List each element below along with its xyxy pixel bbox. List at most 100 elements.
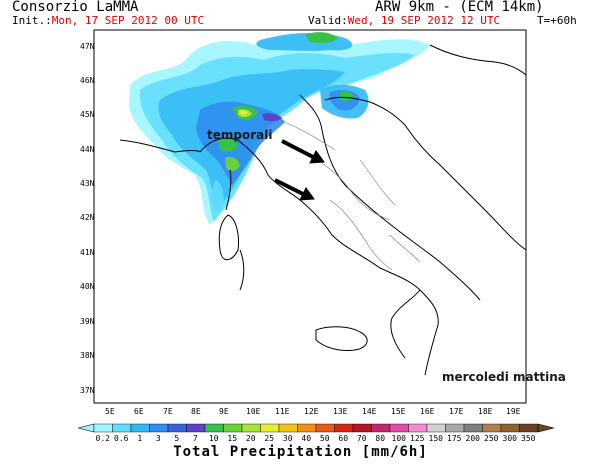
colorbar-label: 7 [193, 434, 198, 443]
colorbar-label: 300 [503, 434, 518, 443]
lon-tick: 15E [391, 407, 406, 416]
coastlines [119, 44, 526, 376]
colorbar-label: 3 [156, 434, 161, 443]
colorbar-right-arrow [537, 423, 555, 433]
lon-tick: 19E [506, 407, 521, 416]
lat-tick: 38N [80, 351, 95, 360]
valid-line: Valid:Wed, 19 SEP 2012 12 UTC [308, 14, 500, 27]
colorbar-swatch [408, 423, 428, 433]
colorbar-label: 175 [447, 434, 462, 443]
colorbar-swatch [112, 423, 132, 433]
colorbar-swatch [93, 423, 113, 433]
lon-tick: 11E [275, 407, 290, 416]
colorbar-label: 250 [484, 434, 499, 443]
valid-value: Wed, 19 SEP 2012 12 UTC [347, 14, 501, 27]
lon-tick: 13E [333, 407, 348, 416]
arrow-lower-head [299, 187, 315, 201]
colorbar-label: 50 [320, 434, 330, 443]
valid-label: Valid: [308, 14, 348, 27]
colorbar-swatch [482, 423, 502, 433]
colorbar-label: 10 [209, 434, 219, 443]
colorbar-label: 70 [357, 434, 367, 443]
colorbar-swatch [260, 423, 280, 433]
init-label: Init.: [12, 14, 52, 27]
colorbar-swatch [297, 423, 317, 433]
lon-tick: 10E [246, 407, 261, 416]
arrow-upper [281, 139, 316, 160]
colorbar-label: 60 [338, 434, 348, 443]
precipitation-field [129, 32, 431, 226]
lon-tick: 8E [191, 407, 201, 416]
lon-tick: 14E [362, 407, 377, 416]
lon-tick: 5E [105, 407, 115, 416]
colorbar-swatch [315, 423, 335, 433]
colorbar: 0.2 0.6 1 3 5 7 10 15 20 25 30 40 50 60 70 80 100 125 150 1… [77, 423, 555, 443]
lon-tick: 6E [134, 407, 144, 416]
lat-tick: 45N [80, 110, 95, 119]
lat-tick: 47N [80, 42, 95, 51]
colorbar-swatch [278, 423, 298, 433]
colorbar-swatch [167, 423, 187, 433]
colorbar-swatch [500, 423, 520, 433]
colorbar-swatch [352, 423, 372, 433]
colorbar-label: 1 [137, 434, 142, 443]
colorbar-swatch [463, 423, 483, 433]
colorbar-swatch [204, 423, 224, 433]
colorbar-label: 15 [227, 434, 237, 443]
lat-tick: 39N [80, 317, 95, 326]
colorbar-swatch [186, 423, 206, 433]
colorbar-label: 5 [174, 434, 179, 443]
colorbar-label: 80 [375, 434, 385, 443]
lon-tick: 12E [304, 407, 319, 416]
colorbar-label: 25 [264, 434, 274, 443]
init-value: Mon, 17 SEP 2012 00 UTC [51, 14, 205, 27]
model-title: ARW 9km - (ECM 14km) [375, 0, 544, 15]
colorbar-swatch [426, 423, 446, 433]
colorbar-swatch [223, 423, 243, 433]
lat-tick: 41N [80, 248, 95, 257]
lon-tick: 16E [420, 407, 435, 416]
colorbar-swatch [389, 423, 409, 433]
lon-tick: 17E [449, 407, 464, 416]
colorbar-left-arrow [77, 423, 95, 433]
lat-tick: 40N [80, 282, 95, 291]
lead-time: T=+60h [537, 14, 577, 27]
lat-tick: 43N [80, 179, 95, 188]
colorbar-title: Total Precipitation [mm/6h] [173, 444, 428, 460]
lon-tick: 18E [478, 407, 493, 416]
lat-ticks: 47N 46N 45N 44N 43N 42N 41N 40N 39N 38N … [80, 42, 95, 395]
colorbar-label: 40 [301, 434, 311, 443]
init-line: Init.:Mon, 17 SEP 2012 00 UTC [12, 14, 204, 27]
colorbar-swatch [149, 423, 169, 433]
colorbar-swatch [130, 423, 150, 433]
storms-label: temporali [207, 128, 272, 142]
colorbar-label: 20 [246, 434, 256, 443]
arrow-upper-head [309, 150, 325, 164]
colorbar-swatch [519, 423, 539, 433]
colorbar-label: 150 [429, 434, 444, 443]
arrow-lower [274, 178, 306, 197]
lon-ticks: 5E 6E 7E 8E 9E 10E 11E 12E 13E 14E 15E 1… [105, 407, 521, 416]
colorbar-label: 350 [521, 434, 536, 443]
colorbar-label: 100 [392, 434, 407, 443]
colorbar-label: 125 [410, 434, 425, 443]
day-label: mercoledi mattina [442, 370, 566, 384]
map-contents [119, 32, 526, 376]
colorbar-label: 30 [283, 434, 293, 443]
lon-tick: 9E [219, 407, 229, 416]
lat-tick: 42N [80, 213, 95, 222]
lat-tick: 44N [80, 145, 95, 154]
colorbar-swatch [445, 423, 465, 433]
colorbar-label: 200 [466, 434, 481, 443]
colorbar-label: 0.6 [114, 434, 129, 443]
lat-tick: 46N [80, 76, 95, 85]
colorbar-swatch [334, 423, 354, 433]
lon-tick: 7E [163, 407, 173, 416]
colorbar-swatch [241, 423, 261, 433]
org-title: Consorzio LaMMA [12, 0, 139, 15]
colorbar-label: 0.2 [96, 434, 111, 443]
arrows [274, 139, 325, 201]
lat-tick: 37N [80, 386, 95, 395]
colorbar-swatch [371, 423, 391, 433]
